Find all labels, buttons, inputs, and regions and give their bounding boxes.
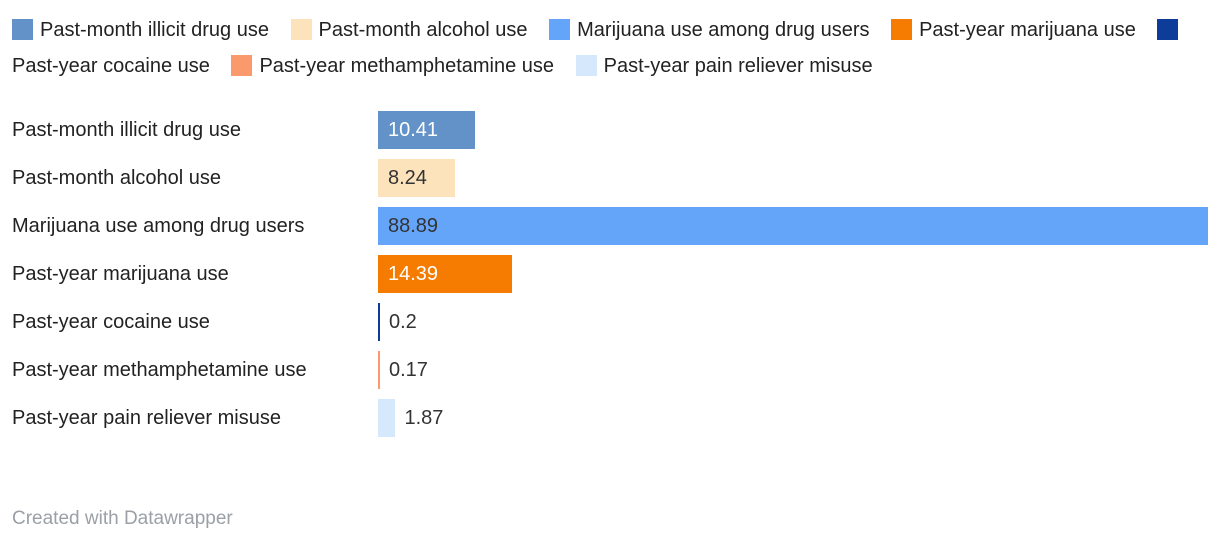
category-label: Past-year marijuana use [12,262,229,285]
bar-row: Past-month illicit drug use 10.41 [0,106,1220,154]
legend-swatch [575,55,597,76]
legend: Past-month illicit drug use Past-month a… [0,0,1220,84]
legend-swatch [231,55,253,76]
value-label: 0.17 [389,358,428,381]
legend-item: Past-month alcohol use [290,19,528,41]
value-label: 1.87 [404,406,444,429]
bar-track: 14.39 [378,255,1208,293]
legend-swatch [290,19,312,40]
bar-track: 0.17 [378,351,1208,389]
legend-label: Past-year methamphetamine use [259,55,555,77]
attribution-text: Created with Datawrapper [12,508,233,529]
bar-row: Past-month alcohol use 8.24 [0,154,1220,202]
legend-item: Past-year pain reliever misuse [575,55,873,77]
bar-track: 0.2 [378,303,1208,341]
legend-swatch [12,19,33,40]
bar-row: Past-year cocaine use 0.2 [0,298,1220,346]
legend-swatch [1157,19,1179,40]
bar-track: 10.41 [378,111,1208,149]
value-label: 10.41 [388,118,439,141]
legend-label: Marijuana use among drug users [577,19,870,41]
legend-item: Past-year methamphetamine use [231,55,554,77]
legend-swatch [891,19,913,40]
bar: 88.89 [378,207,1208,245]
legend-label: Past-year cocaine use [12,55,210,77]
category-label: Past-month alcohol use [12,166,222,189]
bar-track: 88.89 [378,207,1208,245]
legend-item: Past-month illicit drug use [12,19,269,41]
category-label: Past-month illicit drug use [12,118,241,141]
bar-row: Marijuana use among drug users 88.89 [0,202,1220,250]
category-label: Past-year cocaine use [12,310,210,333]
bar-row: Past-year marijuana use 14.39 [0,250,1220,298]
bar: 8.24 [378,159,455,197]
bar: 14.39 [378,255,513,293]
value-label: 88.89 [388,214,439,237]
bar [378,351,380,389]
value-label: 8.24 [388,166,427,189]
bar-track: 8.24 [378,159,1208,197]
bar-track: 1.87 [378,399,1208,437]
attribution: Created with Datawrapper [12,508,233,530]
legend-item: Past-year marijuana use [891,19,1136,41]
value-label: 0.2 [389,310,417,333]
legend-label: Past-year pain reliever misuse [603,55,873,77]
legend-label: Past-month illicit drug use [40,19,269,41]
bar [378,303,380,341]
legend-item: Marijuana use among drug users [549,19,870,41]
category-label: Past-year methamphetamine use [12,358,307,381]
category-label: Past-year pain reliever misuse [12,406,281,429]
bar-row: Past-year methamphetamine use 0.17 [0,346,1220,394]
bar-row: Past-year pain reliever misuse 1.87 [0,394,1220,442]
legend-label: Past-year marijuana use [919,19,1136,41]
legend-item: Past-year cocaine use [12,19,1185,77]
legend-swatch [549,19,571,40]
bar-chart: Past-month illicit drug use 10.41 Past-mon… [0,106,1220,442]
bar [378,399,396,437]
category-label: Marijuana use among drug users [12,214,305,237]
legend-label: Past-month alcohol use [318,19,528,41]
bar: 10.41 [378,111,476,149]
value-label: 14.39 [388,262,439,285]
